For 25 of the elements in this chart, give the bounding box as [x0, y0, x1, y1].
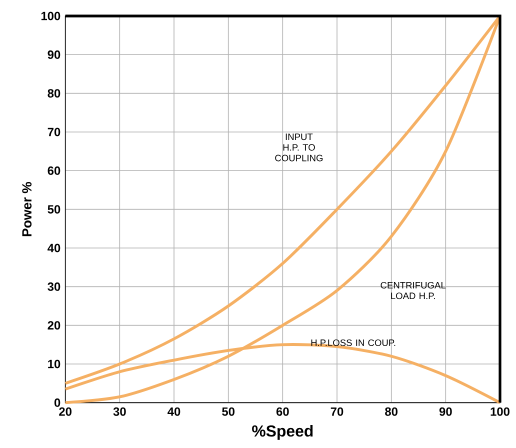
x-tick-label: 70 [330, 407, 344, 416]
x-tick-label: 90 [439, 407, 452, 416]
x-tick-label: 40 [168, 407, 180, 416]
x-tick-label: 50 [222, 407, 234, 416]
y-tick-label: 50 [48, 205, 60, 214]
x-tick-label: 100 [490, 407, 510, 416]
y-tick-label: 20 [48, 321, 60, 330]
y-tick-label: 100 [41, 12, 60, 20]
x-tick-label: 60 [276, 407, 289, 416]
y-tick-label: 80 [48, 89, 60, 98]
y-tick-label: 70 [48, 128, 60, 136]
x-axis-title: %Speed [252, 424, 313, 440]
annotation: CENTRIFUGAL LOAD H.P. [380, 282, 446, 300]
y-tick-label: 90 [48, 50, 60, 59]
y-tick-label: 10 [48, 360, 60, 368]
x-tick-label: 80 [385, 407, 398, 416]
x-tick-label: 30 [113, 407, 126, 416]
y-tick-label: 30 [48, 282, 60, 291]
y-axis-title: Power % [22, 182, 32, 236]
annotation: INPUT H.P. TO COUPLING [275, 134, 323, 162]
y-tick-label: 60 [48, 166, 60, 175]
y-tick-label: 40 [48, 244, 60, 252]
annotation: H.P.LOSS IN COUP. [311, 339, 396, 346]
x-tick-label: 20 [59, 407, 72, 416]
y-tick-label: 0 [54, 398, 60, 407]
